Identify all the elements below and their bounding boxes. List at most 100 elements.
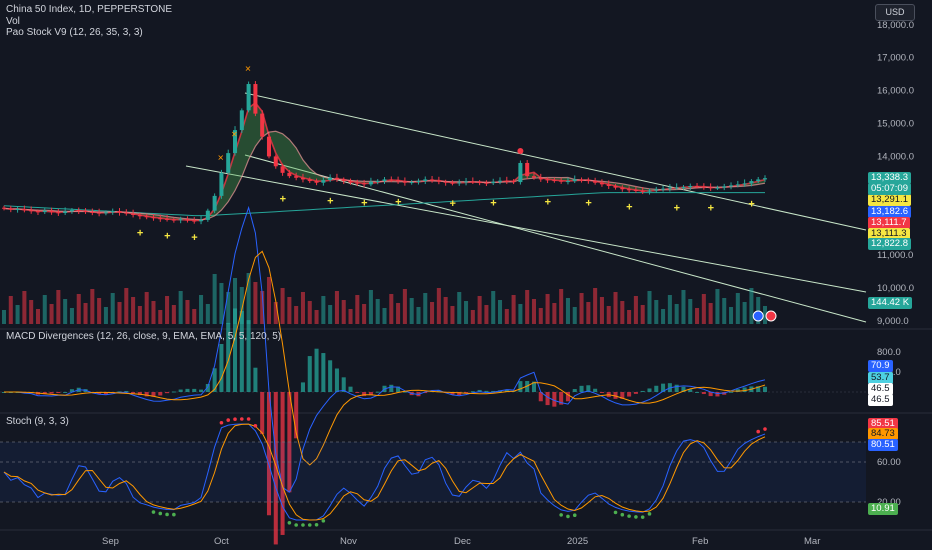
trend-channel-middle <box>185 165 867 293</box>
volume-bar <box>280 288 285 324</box>
volume-bar <box>219 283 224 324</box>
macd-histogram-bar <box>294 392 299 439</box>
macd-histogram-bar <box>158 392 163 396</box>
candle-body <box>334 177 339 180</box>
candle-body <box>83 211 88 213</box>
candle-body <box>620 187 625 190</box>
symbol-legend[interactable]: China 50 Index, 1D, PEPPERSTONE <box>6 4 173 15</box>
candle-body <box>640 190 645 192</box>
volume-legend[interactable]: Vol <box>6 16 20 27</box>
macd-histogram-bar <box>103 392 108 395</box>
candle-body <box>552 180 557 182</box>
volume-bar <box>368 290 373 324</box>
volume-bar <box>762 306 768 324</box>
volume-bar <box>341 300 346 324</box>
volume-bar <box>76 294 81 324</box>
candle-body <box>232 130 238 154</box>
volume-bar <box>464 301 469 324</box>
currency-button[interactable]: USD <box>875 4 915 21</box>
bar-countdown: 05:07:09 <box>868 183 911 195</box>
candle-body <box>579 179 584 181</box>
volume-bar <box>103 307 108 324</box>
candle-body <box>1 207 7 209</box>
macd-histogram-bar <box>246 320 251 392</box>
macd-histogram-bar <box>124 390 129 392</box>
candle-body <box>137 214 142 217</box>
volume-bar <box>674 304 679 324</box>
candle-body <box>497 180 503 182</box>
stoch-oversold-dot <box>321 519 326 523</box>
stoch-oversold-dot <box>627 514 631 518</box>
buy-signal-marker: + <box>626 202 632 214</box>
volume-bar <box>185 300 190 324</box>
macd-histogram-bar <box>647 388 652 392</box>
volume-bar <box>42 295 47 324</box>
macd-histogram-bar <box>559 392 564 405</box>
volume-bar <box>314 310 319 324</box>
volume-bar <box>504 309 509 324</box>
candle-body <box>613 186 618 188</box>
volume-bar <box>124 288 129 324</box>
macd-value-tag: 46.5 <box>868 383 893 395</box>
candle-body <box>151 217 156 219</box>
macd-histogram-bar <box>375 391 380 393</box>
time-axis-label: Dec <box>454 536 471 547</box>
event-icon <box>765 310 777 322</box>
price-axis-label: 14,000.0 <box>877 151 914 162</box>
candle-body <box>436 180 441 182</box>
stoch-value-tag: 84.73 <box>868 428 898 440</box>
macd-histogram-bar <box>552 392 557 407</box>
stoch-overbought-dot <box>226 418 231 422</box>
volume-bar <box>192 309 197 324</box>
candle-body <box>341 179 346 182</box>
candle-body <box>511 181 516 183</box>
volume-bar <box>334 291 339 324</box>
macd-histogram-bar <box>266 392 272 516</box>
macd-histogram-bar <box>178 389 183 392</box>
candle-body <box>484 182 489 184</box>
macd-histogram-bar <box>192 388 197 392</box>
candle-body <box>762 178 768 180</box>
indicator-legend[interactable]: Pao Stock V9 (12, 26, 35, 3, 3) <box>6 27 143 38</box>
macd-legend[interactable]: MACD Divergences (12, 26, close, 9, EMA,… <box>6 331 282 342</box>
volume-bar <box>362 304 367 324</box>
volume-bar <box>396 303 401 324</box>
volume-bar <box>572 307 577 324</box>
price-value-tag: 144.42 K <box>868 297 913 309</box>
candle-body <box>382 179 387 182</box>
time-axis-label: Feb <box>692 536 708 547</box>
macd-histogram-bar <box>205 384 210 392</box>
candle-body <box>226 153 231 173</box>
price-axis-label: 15,000.0 <box>877 119 914 130</box>
volume-bar <box>63 299 68 324</box>
price-value-tag: 12,822.8 <box>868 238 911 250</box>
volume-bar <box>627 310 632 324</box>
volume-bar <box>470 310 475 324</box>
candle-body <box>409 182 414 184</box>
macd-histogram-bar <box>518 381 523 392</box>
stoch-overbought-dot <box>246 417 251 421</box>
macd-histogram-bar <box>477 389 482 392</box>
sell-signal-marker: ✕ <box>231 130 238 139</box>
macd-histogram-bar <box>328 360 333 392</box>
macd-histogram-bar <box>97 392 102 394</box>
macd-histogram-bar <box>273 392 278 545</box>
macd-value-tag: 53.7 <box>868 372 893 384</box>
volume-bar <box>640 305 645 324</box>
candle-body <box>749 181 754 184</box>
volume-bar <box>355 295 360 324</box>
volume-bar <box>239 287 244 324</box>
volume-bar <box>613 292 618 324</box>
macd-histogram-bar <box>593 388 598 392</box>
candle-body <box>199 219 204 222</box>
macd-value-tag: 70.9 <box>868 360 893 372</box>
macd-histogram-bar <box>572 389 577 392</box>
volume-bar <box>708 303 713 324</box>
stoch-legend[interactable]: Stoch (9, 3, 3) <box>6 416 69 427</box>
volume-bar <box>742 302 747 324</box>
macd-histogram-bar <box>545 392 550 406</box>
candle-body <box>158 218 163 220</box>
macd-histogram-bar <box>450 392 455 395</box>
macd-histogram-bar <box>531 381 537 392</box>
